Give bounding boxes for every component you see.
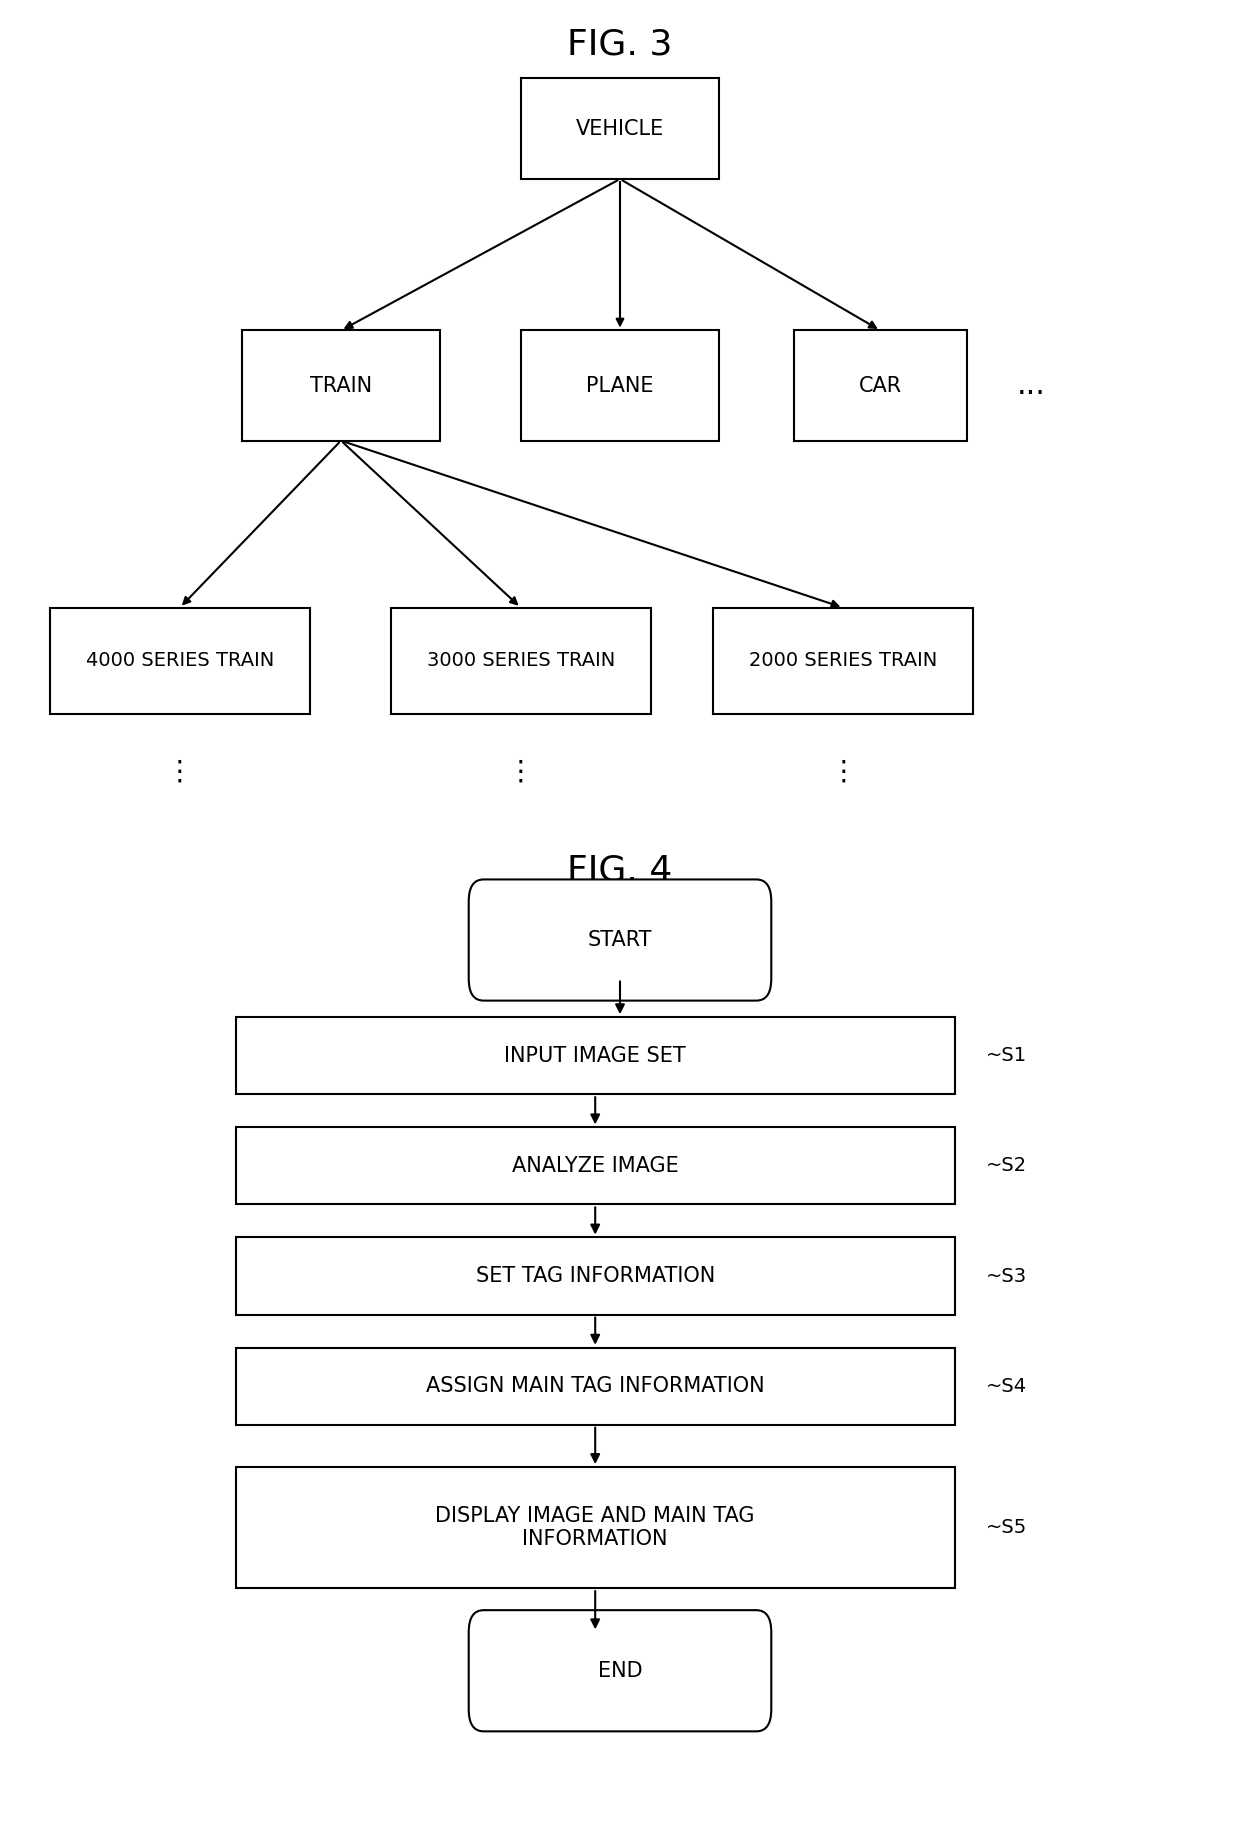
Text: ASSIGN MAIN TAG INFORMATION: ASSIGN MAIN TAG INFORMATION xyxy=(425,1377,765,1395)
Text: ...: ... xyxy=(1017,371,1045,400)
Text: ~S3: ~S3 xyxy=(986,1267,1027,1285)
Bar xyxy=(236,1467,955,1588)
Text: DISPLAY IMAGE AND MAIN TAG
INFORMATION: DISPLAY IMAGE AND MAIN TAG INFORMATION xyxy=(435,1506,755,1550)
Bar xyxy=(521,77,719,178)
Text: END: END xyxy=(598,1662,642,1680)
Text: ⋮: ⋮ xyxy=(830,756,857,786)
Text: INPUT IMAGE SET: INPUT IMAGE SET xyxy=(505,1047,686,1065)
Bar xyxy=(236,1017,955,1094)
Text: 3000 SERIES TRAIN: 3000 SERIES TRAIN xyxy=(427,652,615,670)
Text: START: START xyxy=(588,931,652,949)
Text: 4000 SERIES TRAIN: 4000 SERIES TRAIN xyxy=(86,652,274,670)
FancyBboxPatch shape xyxy=(469,879,771,1001)
Text: 2000 SERIES TRAIN: 2000 SERIES TRAIN xyxy=(749,652,937,670)
Text: VEHICLE: VEHICLE xyxy=(575,119,665,138)
Bar xyxy=(50,608,310,714)
Bar xyxy=(713,608,973,714)
Bar xyxy=(236,1237,955,1315)
Text: ~S4: ~S4 xyxy=(986,1377,1027,1395)
FancyBboxPatch shape xyxy=(469,1610,771,1731)
Text: ~S2: ~S2 xyxy=(986,1157,1027,1175)
Bar xyxy=(236,1127,955,1204)
Text: ⋮: ⋮ xyxy=(507,756,534,786)
Bar xyxy=(794,330,967,441)
Bar xyxy=(521,330,719,441)
Text: SET TAG INFORMATION: SET TAG INFORMATION xyxy=(476,1267,714,1285)
Text: TRAIN: TRAIN xyxy=(310,376,372,395)
Text: FIG. 4: FIG. 4 xyxy=(568,854,672,889)
Bar xyxy=(242,330,440,441)
Bar xyxy=(236,1348,955,1425)
Text: PLANE: PLANE xyxy=(587,376,653,395)
Text: FIG. 3: FIG. 3 xyxy=(568,28,672,62)
Text: ANALYZE IMAGE: ANALYZE IMAGE xyxy=(512,1157,678,1175)
Text: CAR: CAR xyxy=(859,376,901,395)
Text: ⋮: ⋮ xyxy=(166,756,193,786)
Text: ~S1: ~S1 xyxy=(986,1047,1027,1065)
Bar xyxy=(391,608,651,714)
Text: ~S5: ~S5 xyxy=(986,1518,1027,1537)
